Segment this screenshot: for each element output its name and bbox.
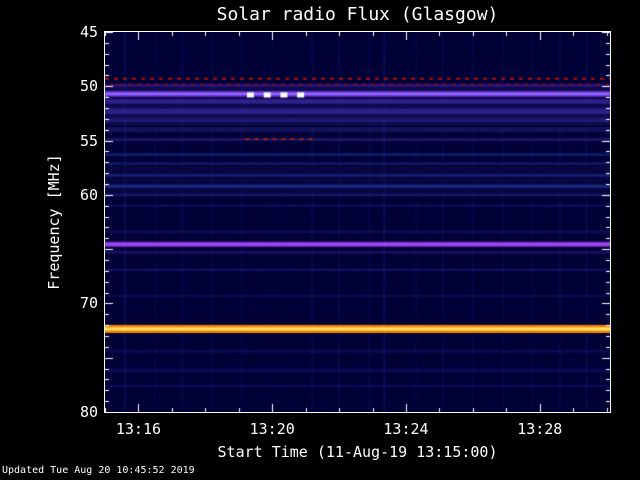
y-tick-label: 60 [79,185,98,204]
y-tick-label: 70 [79,294,98,313]
x-tick-label: 13:20 [249,420,295,438]
y-axis-label: Frequency [MHz] [45,154,63,290]
y-tick-label: 80 [79,403,98,421]
spectrogram-canvas [105,32,610,412]
updated-timestamp: Updated Tue Aug 20 10:45:52 2019 [2,465,195,476]
x-tick-label: 13:28 [517,420,563,438]
y-tick-label: 55 [79,131,98,150]
chart-title: Solar radio Flux (Glasgow) [216,4,499,25]
y-tick-label: 45 [79,23,98,41]
x-tick-label: 13:16 [115,420,162,438]
y-tick-label: 50 [79,77,98,96]
x-tick-label: 13:24 [383,420,429,438]
plot-frame [104,31,611,413]
x-axis-label: Start Time (11-Aug-19 13:15:00) [217,443,498,461]
